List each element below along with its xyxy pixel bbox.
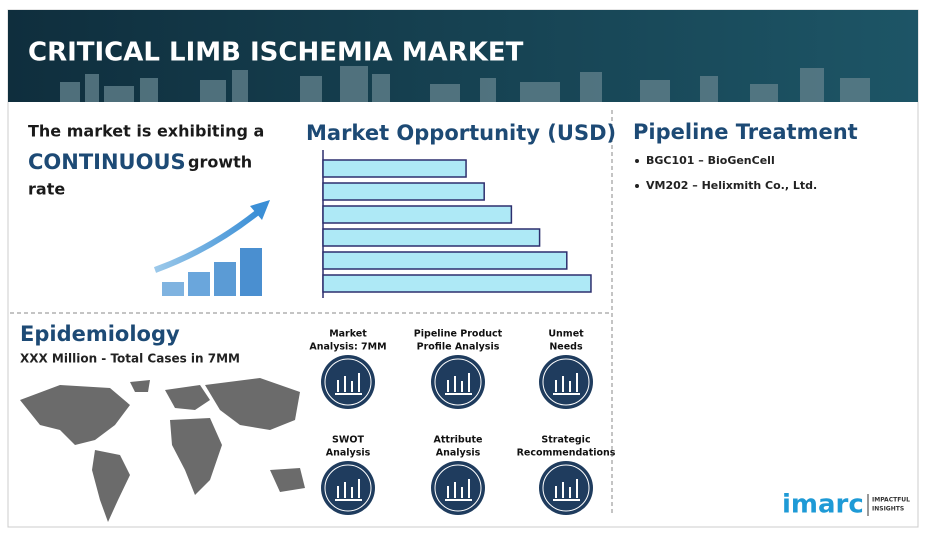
feature-icon (321, 355, 375, 409)
growth-text: The market is exhibiting a (28, 122, 264, 141)
growth-text: growth (188, 153, 252, 172)
bullet (635, 159, 639, 163)
feature-ring (542, 358, 590, 406)
feature-label: Strategic (541, 435, 590, 446)
pipeline-item: VM202 – Helixmith Co., Ltd. (646, 179, 817, 192)
pipeline-title: Pipeline Treatment (633, 120, 858, 144)
feature-glyph (553, 373, 580, 395)
feature-label: Pipeline Product (414, 329, 503, 340)
feature-ring (434, 358, 482, 406)
epi-title: Epidemiology (20, 322, 180, 346)
logo: imarc IMPACTFUL INSIGHTS (782, 490, 910, 520)
logo-brand: imarc (782, 490, 864, 520)
bar (322, 159, 467, 178)
feature-label: Analysis: 7MM (309, 342, 386, 353)
bar (322, 274, 592, 293)
logo-tag: INSIGHTS (872, 506, 904, 513)
bar (322, 205, 513, 224)
growth-icon (153, 200, 270, 296)
bullet (635, 184, 639, 188)
header-title: CRITICAL LIMB ISCHEMIA MARKET (28, 38, 524, 68)
feature-glyph (335, 479, 362, 501)
feature-icon (539, 355, 593, 409)
feature-glyph (445, 479, 472, 501)
epi-subtitle: XXX Million - Total Cases in 7MM (20, 352, 240, 366)
feature-label: Market (329, 329, 367, 340)
pipeline-item: BGC101 – BioGenCell (646, 154, 775, 167)
world-map (20, 378, 305, 522)
feature-label: Recommendations (517, 448, 616, 459)
feature-ring (542, 464, 590, 512)
growth-highlight: CONTINUOUS (28, 150, 186, 174)
feature-icon (539, 461, 593, 515)
feature-ring (324, 358, 372, 406)
feature-label: Attribute (434, 435, 483, 446)
feature-icon (431, 461, 485, 515)
logo-tag: IMPACTFUL (872, 497, 910, 504)
bar (322, 228, 541, 247)
feature-ring (434, 464, 482, 512)
feature-label: Profile Analysis (417, 342, 500, 353)
bar (322, 251, 568, 270)
feature-glyph (445, 373, 472, 395)
feature-label: Analysis (326, 448, 371, 459)
bar (322, 182, 485, 201)
feature-label: Analysis (436, 448, 481, 459)
feature-icon (321, 461, 375, 515)
feature-icon (431, 355, 485, 409)
feature-ring (324, 464, 372, 512)
feature-glyph (553, 479, 580, 501)
growth-text: rate (28, 180, 65, 199)
feature-glyph (335, 373, 362, 395)
feature-label: Unmet (548, 329, 584, 340)
skyline (60, 66, 870, 102)
feature-label: Needs (549, 342, 583, 353)
chart-title: Market Opportunity (USD) (306, 121, 616, 145)
feature-label: SWOT (332, 435, 364, 446)
